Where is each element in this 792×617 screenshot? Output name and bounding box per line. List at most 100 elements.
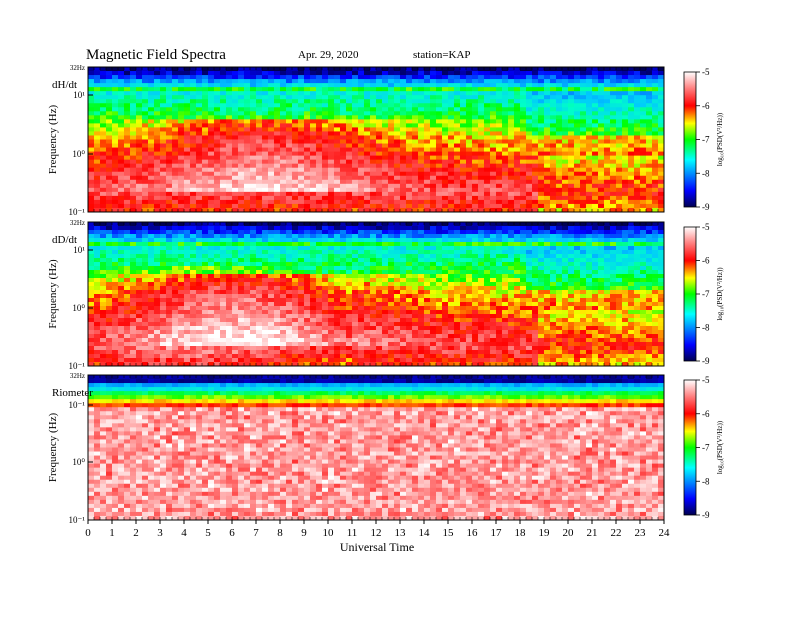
heatmap-cell (400, 188, 406, 192)
heatmap-cell (130, 310, 136, 314)
heatmap-cell (124, 131, 130, 135)
heatmap-cell (388, 156, 394, 160)
heatmap-cell (112, 75, 118, 79)
heatmap-cell (550, 140, 556, 144)
heatmap-cell (604, 188, 610, 192)
heatmap-cell (112, 270, 118, 274)
heatmap-cell (292, 196, 298, 200)
heatmap-cell (88, 75, 94, 79)
heatmap-cell (160, 250, 166, 254)
heatmap-cell (634, 119, 640, 123)
heatmap-cell (346, 135, 352, 139)
heatmap-cell (166, 111, 172, 115)
heatmap-cell (172, 330, 178, 334)
heatmap-cell (340, 91, 346, 95)
heatmap-cell (124, 79, 130, 83)
heatmap-cell (418, 91, 424, 95)
heatmap-cell (274, 246, 280, 250)
heatmap-cell (526, 140, 532, 144)
heatmap-cell (466, 79, 472, 83)
heatmap-cell (556, 160, 562, 164)
heatmap-cell (646, 103, 652, 107)
heatmap-cell (640, 148, 646, 152)
heatmap-cell (400, 67, 406, 71)
heatmap-cell (94, 192, 100, 196)
heatmap-cell (88, 115, 94, 119)
heatmap-cell (400, 172, 406, 176)
heatmap-cell (118, 152, 124, 156)
heatmap-cell (256, 342, 262, 346)
heatmap-cell (100, 286, 106, 290)
heatmap-cell (262, 266, 268, 270)
heatmap-cell (364, 95, 370, 99)
heatmap-cell (88, 172, 94, 176)
heatmap-cell (454, 103, 460, 107)
heatmap-cell (346, 95, 352, 99)
heatmap-cell (118, 180, 124, 184)
heatmap-cell (130, 164, 136, 168)
heatmap-cell (124, 107, 130, 111)
heatmap-cell (238, 204, 244, 208)
heatmap-cell (586, 168, 592, 172)
heatmap-cell (490, 103, 496, 107)
heatmap-cell (316, 79, 322, 83)
heatmap-cell (448, 127, 454, 131)
heatmap-cell (646, 204, 652, 208)
heatmap-cell (190, 270, 196, 274)
heatmap-cell (274, 188, 280, 192)
heatmap-cell (340, 115, 346, 119)
heatmap-cell (622, 176, 628, 180)
heatmap-cell (202, 123, 208, 127)
heatmap-cell (370, 111, 376, 115)
heatmap-cell (538, 103, 544, 107)
heatmap-cell (412, 140, 418, 144)
heatmap-cell (550, 188, 556, 192)
heatmap-cell (472, 188, 478, 192)
heatmap-cell (550, 200, 556, 204)
heatmap-cell (268, 282, 274, 286)
heatmap-cell (142, 140, 148, 144)
heatmap-cell (562, 204, 568, 208)
heatmap-cell (166, 250, 172, 254)
heatmap-cell (190, 135, 196, 139)
heatmap-cell (508, 196, 514, 200)
heatmap-cell (232, 200, 238, 204)
heatmap-cell (292, 164, 298, 168)
heatmap-cell (406, 148, 412, 152)
heatmap-cell (616, 103, 622, 107)
heatmap-cell (226, 350, 232, 354)
heatmap-cell (124, 71, 130, 75)
heatmap-cell (172, 346, 178, 350)
date-label: Apr. 29, 2020 (298, 49, 359, 61)
heatmap-cell (130, 282, 136, 286)
heatmap-cell (364, 184, 370, 188)
heatmap-cell (88, 107, 94, 111)
heatmap-cell (118, 119, 124, 123)
heatmap-cell (304, 258, 310, 262)
heatmap-cell (430, 144, 436, 148)
heatmap-cell (310, 184, 316, 188)
heatmap-cell (640, 99, 646, 103)
heatmap-cell (448, 111, 454, 115)
heatmap-cell (256, 99, 262, 103)
heatmap-cell (142, 334, 148, 338)
heatmap-cell (508, 200, 514, 204)
heatmap-cell (550, 180, 556, 184)
heatmap-cell (190, 250, 196, 254)
heatmap-cell (112, 222, 118, 226)
heatmap-cell (400, 135, 406, 139)
heatmap-cell (178, 294, 184, 298)
heatmap-cell (640, 144, 646, 148)
heatmap-cell (622, 188, 628, 192)
heatmap-cell (208, 119, 214, 123)
heatmap-cell (322, 75, 328, 79)
heatmap-cell (214, 71, 220, 75)
heatmap-cell (406, 184, 412, 188)
heatmap-cell (448, 192, 454, 196)
heatmap-cell (508, 176, 514, 180)
heatmap-cell (166, 87, 172, 91)
heatmap-cell (400, 168, 406, 172)
heatmap-cell (568, 184, 574, 188)
heatmap-cell (580, 75, 586, 79)
heatmap-cell (250, 135, 256, 139)
